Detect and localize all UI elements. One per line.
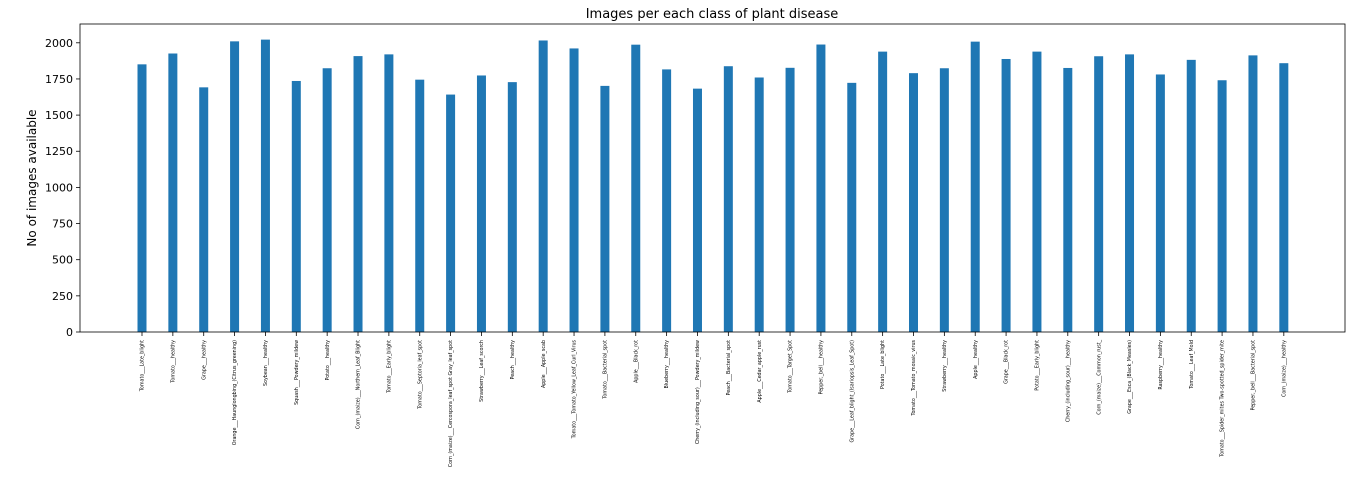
bar <box>1279 63 1289 332</box>
x-tick-label: Tomato___Late_blight <box>140 340 146 392</box>
bar <box>847 82 857 332</box>
x-tick-label: Potato___healthy <box>325 340 331 381</box>
bar <box>260 39 270 333</box>
x-tick-label: Potato___Early_blight <box>1035 340 1041 391</box>
y-tick-label: 1500 <box>45 109 73 122</box>
x-tick-label: Soybean___healthy <box>263 340 269 386</box>
bar <box>353 56 363 332</box>
x-tick-label: Peach___healthy <box>510 340 516 380</box>
plot-frame <box>79 23 1346 333</box>
bar <box>939 68 949 332</box>
x-tick-label: Corn_(maize)___Northern_Leaf_Blight <box>356 340 362 429</box>
x-tick-label: Grape___healthy <box>201 340 207 380</box>
x-tick-label: Strawberry___Leaf_scorch <box>479 340 485 402</box>
bar <box>476 75 486 332</box>
bar <box>1094 56 1104 332</box>
x-tick-label: Raspberry___healthy <box>1158 340 1164 390</box>
bar <box>1032 51 1042 333</box>
bar <box>600 85 610 332</box>
bar <box>137 64 147 332</box>
y-tick-label: 500 <box>52 254 73 267</box>
x-tick-label: Tomato___Bacterial_spot <box>603 340 609 400</box>
x-tick-label: Pepper,_bell___healthy <box>819 340 825 395</box>
x-tick-label: Apple___Apple_scab <box>541 340 547 388</box>
bar <box>538 40 548 332</box>
bar <box>662 69 672 333</box>
bar <box>1155 74 1165 332</box>
x-tick-label: Tomato___Leaf_Mold <box>1189 340 1195 390</box>
bar <box>291 80 301 332</box>
y-tick-label: 2000 <box>45 37 73 50</box>
chart-title: Images per each class of plant disease <box>586 7 839 22</box>
bar <box>1063 67 1073 333</box>
bar <box>384 54 394 333</box>
x-tick-label: Tomato___Tomato_mosaic_virus <box>911 340 917 417</box>
x-tick-label: Blueberry___healthy <box>664 340 670 389</box>
bar <box>199 87 209 332</box>
x-tick-label: Apple___Cedar_apple_rust <box>757 340 763 403</box>
x-tick-label: Pepper,_bell___Bacterial_spot <box>1251 340 1257 411</box>
x-tick-label: Tomato___Spider_mites Two-spotted_spider… <box>1220 340 1226 458</box>
x-tick-label: Orange___Haunglongbing_(Citrus_greening) <box>232 340 238 445</box>
y-tick-label: 0 <box>66 326 73 339</box>
bar <box>415 79 425 332</box>
x-tick-label: Tomato___healthy <box>170 340 176 384</box>
y-tick-label: 1750 <box>45 73 73 86</box>
x-axis-ticks: Tomato___Late_blight Tomato___healthy Grap… <box>140 332 1287 467</box>
y-tick-label: 1000 <box>45 181 73 194</box>
y-axis-label: No of images available <box>25 109 39 246</box>
x-tick-label: Apple___Black_rot <box>633 340 639 383</box>
bars <box>137 39 1289 333</box>
bar <box>631 44 641 333</box>
bar <box>970 41 980 332</box>
x-tick-label: Grape___Esca_(Black_Measles) <box>1127 340 1133 414</box>
y-tick-label: 1250 <box>45 145 73 158</box>
y-tick-label: 750 <box>52 218 73 231</box>
x-tick-label: Tomato___Early_blight <box>386 340 392 394</box>
bar <box>322 68 332 332</box>
x-tick-label: Corn_(maize)___Cercospora_leaf_spot Gray… <box>448 340 454 467</box>
bar <box>230 41 240 332</box>
bar <box>1217 80 1227 332</box>
x-tick-label: Corn_(maize)___Common_rust_ <box>1096 339 1102 414</box>
y-tick-label: 250 <box>52 290 73 303</box>
bar <box>692 88 702 332</box>
bar <box>446 94 456 332</box>
x-tick-label: Corn_(maize)___healthy <box>1281 340 1287 397</box>
x-tick-label: Apple___healthy <box>973 340 979 379</box>
bar <box>816 44 826 332</box>
x-tick-label: Potato___Late_blight <box>880 340 886 389</box>
x-tick-label: Tomato___Tomato_Yellow_Leaf_Curl_Virus <box>572 340 578 440</box>
bar <box>785 67 795 332</box>
bar <box>168 53 178 332</box>
bar <box>1125 54 1135 333</box>
bar <box>1248 55 1258 332</box>
x-tick-label: Squash___Powdery_mildew <box>294 340 300 405</box>
bar <box>569 48 579 332</box>
x-tick-label: Grape___Black_rot <box>1004 340 1010 384</box>
y-axis-ticks: 0 250 500 750 1000 1250 1500 1750 2000 <box>45 37 80 339</box>
x-tick-label: Tomato___Septoria_leaf_spot <box>417 340 423 410</box>
bar <box>507 82 517 332</box>
x-tick-label: Grape___Leaf_blight_(Isariopsis_Leaf_Spo… <box>849 340 855 443</box>
x-tick-label: Cherry_(including_sour)___Powdery_mildew <box>695 340 701 444</box>
x-tick-label: Cherry_(including_sour)___healthy <box>1065 340 1071 422</box>
bar <box>723 66 733 332</box>
bar <box>1186 59 1196 333</box>
bar <box>754 77 764 332</box>
bar <box>878 51 888 333</box>
bar <box>1001 58 1011 333</box>
x-tick-label: Strawberry___healthy <box>942 340 948 392</box>
x-tick-label: Peach___Bacterial_spot <box>726 340 732 396</box>
bar <box>909 73 918 332</box>
x-tick-label: Tomato___Target_Spot <box>788 340 794 394</box>
